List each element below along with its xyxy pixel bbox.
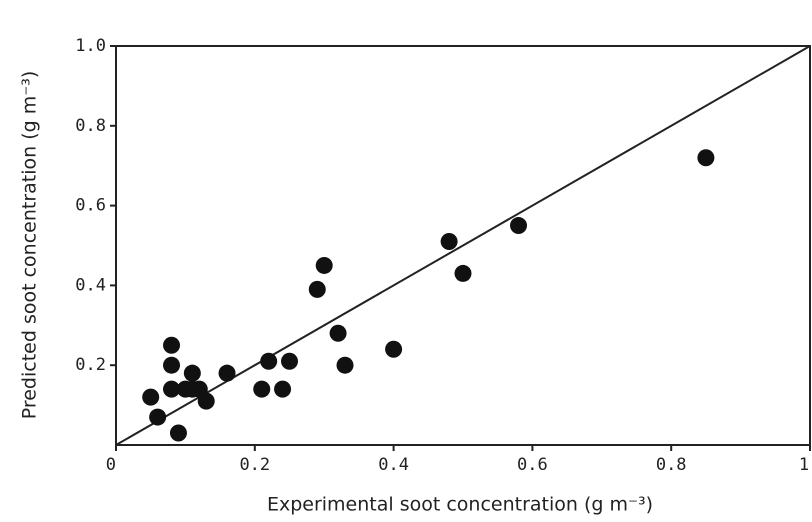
data-point [336,356,354,374]
x-tick-label: 0.8 [656,455,687,475]
data-point [510,217,528,235]
data-point [183,364,201,382]
data-point [218,364,236,382]
y-tick-label: 0.2 [75,355,106,375]
y-tick-label: 0.4 [75,275,106,295]
data-point [253,380,271,398]
data-point [440,233,458,251]
plot-frame [115,45,811,446]
data-point [315,256,333,274]
data-point [454,264,472,282]
y-tick-label: 0.6 [75,196,106,216]
y-tick-label: 1.0 [75,36,106,56]
data-point [163,356,181,374]
data-point [163,336,181,354]
data-point [163,380,181,398]
data-point [281,352,298,370]
data-point [142,388,160,406]
x-tick-label: 0.6 [517,455,548,475]
data-point [260,352,278,370]
data-point [169,424,187,442]
x-axis-title: Experimental soot concentration (g m⁻³) [267,494,653,516]
data-point [329,324,347,342]
x-tick-label: 0.4 [378,455,409,475]
data-point [197,392,215,410]
data-point [385,340,403,358]
data-point [308,280,326,298]
x-tick-label: 0 [106,455,116,475]
data-point [697,149,715,167]
data-point [149,408,167,426]
data-point [274,380,292,398]
x-tick-label: 0.2 [239,455,270,475]
y-tick-label: 0.8 [75,116,106,136]
reference-line [115,45,811,446]
x-tick-label: 1 [799,455,809,475]
y-axis-title: Predicted soot concentration (g m⁻³) [19,71,41,420]
